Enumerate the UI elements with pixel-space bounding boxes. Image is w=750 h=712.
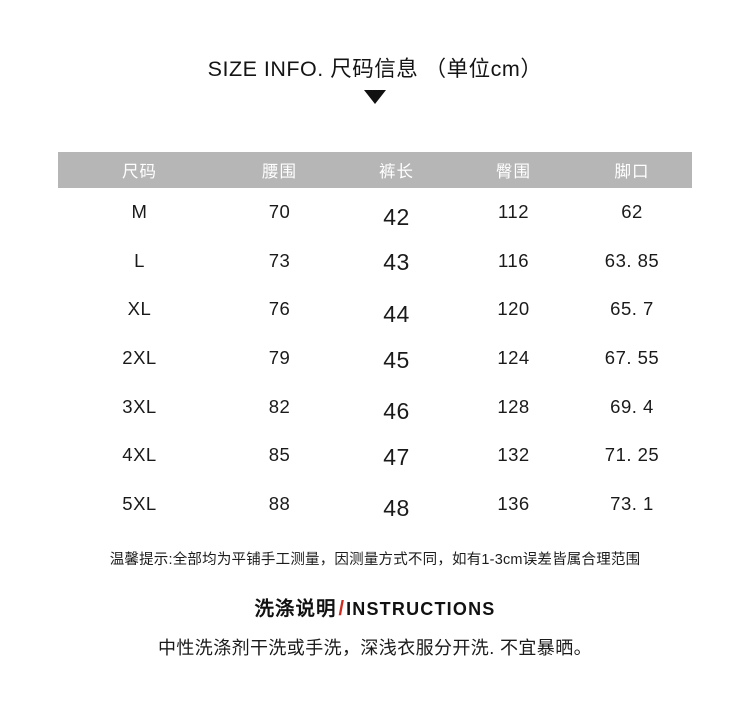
cell-hip: 124	[497, 347, 530, 369]
cell-leg: 63. 85	[604, 249, 660, 271]
cell-waist: 73	[268, 249, 291, 271]
column-header-length: 裤长	[379, 163, 414, 181]
triangle-down-icon	[364, 90, 386, 104]
cell-hip: 136	[497, 492, 530, 514]
cell-leg: 65. 7	[610, 298, 654, 320]
wash-heading-cn: 洗涤说明	[254, 598, 337, 620]
measurement-note: 温馨提示:全部均为平铺手工测量，因测量方式不同，如有1-3cm误差皆属合理范围	[109, 552, 641, 568]
table-header-row: 尺码 腰围 裤长 臀围 脚口	[58, 152, 692, 188]
wash-instructions-heading: 洗涤说明 / INSTRUCTIONS	[0, 592, 750, 621]
table-row: 3XL 82 46 128 69. 4	[58, 382, 692, 431]
cell-leg: 71. 25	[604, 444, 660, 466]
cell-length: 47	[383, 443, 410, 470]
page-title: SIZE INFO. 尺码信息 （单位cm）	[207, 57, 543, 81]
column-header-waist: 腰围	[262, 163, 297, 181]
table-row: 5XL 88 48 136 73. 1	[58, 480, 692, 529]
cell-size: 2XL	[122, 347, 157, 369]
cell-length: 43	[383, 249, 410, 276]
cell-waist: 79	[268, 347, 291, 369]
cell-size: 4XL	[122, 444, 157, 466]
cell-waist: 70	[268, 201, 291, 223]
cell-leg: 67. 55	[604, 347, 660, 369]
table-row: M 70 42 112 62	[58, 188, 692, 237]
column-header-size: 尺码	[122, 163, 157, 181]
column-header-leg: 脚口	[614, 163, 650, 181]
wash-instructions-body: 中性洗涤剂干洗或手洗，深浅衣服分开洗. 不宜暴晒。	[158, 638, 592, 658]
table-row: 2XL 79 45 124 67. 55	[58, 334, 692, 383]
triangle-down-marker	[0, 90, 750, 108]
column-header-hip: 臀围	[496, 163, 531, 181]
table-row: L 73 43 116 63. 85	[58, 237, 692, 286]
cell-waist: 76	[268, 298, 291, 320]
cell-length: 45	[383, 346, 410, 373]
page-title-block: SIZE INFO. 尺码信息 （单位cm）	[0, 52, 750, 83]
cell-waist: 82	[268, 395, 291, 417]
cell-leg: 69. 4	[610, 395, 654, 417]
cell-size: L	[134, 249, 145, 271]
cell-hip: 120	[497, 298, 530, 320]
cell-leg: 62	[621, 201, 643, 223]
table-row: XL 76 44 120 65. 7	[58, 285, 692, 334]
cell-size: 3XL	[122, 395, 157, 417]
cell-size: M	[131, 201, 148, 223]
cell-hip: 116	[498, 249, 529, 271]
size-table: 尺码 腰围 裤长 臀围 脚口 M 70 42 112 62 L 73 43 11…	[58, 152, 692, 528]
cell-waist: 85	[268, 444, 291, 466]
table-row: 4XL 85 47 132 71. 25	[58, 431, 692, 480]
cell-waist: 88	[268, 492, 291, 514]
cell-length: 46	[383, 398, 410, 425]
cell-hip: 112	[498, 201, 529, 223]
cell-size: 5XL	[122, 492, 157, 514]
cell-length: 44	[383, 300, 410, 327]
cell-length: 48	[383, 495, 410, 522]
cell-hip: 132	[497, 444, 530, 466]
wash-heading-en: INSTRUCTIONS	[346, 599, 496, 619]
wash-heading-separator: /	[338, 598, 345, 620]
cell-hip: 128	[497, 395, 530, 417]
cell-length: 42	[383, 203, 410, 230]
cell-size: XL	[127, 298, 152, 320]
cell-leg: 73. 1	[610, 492, 654, 514]
